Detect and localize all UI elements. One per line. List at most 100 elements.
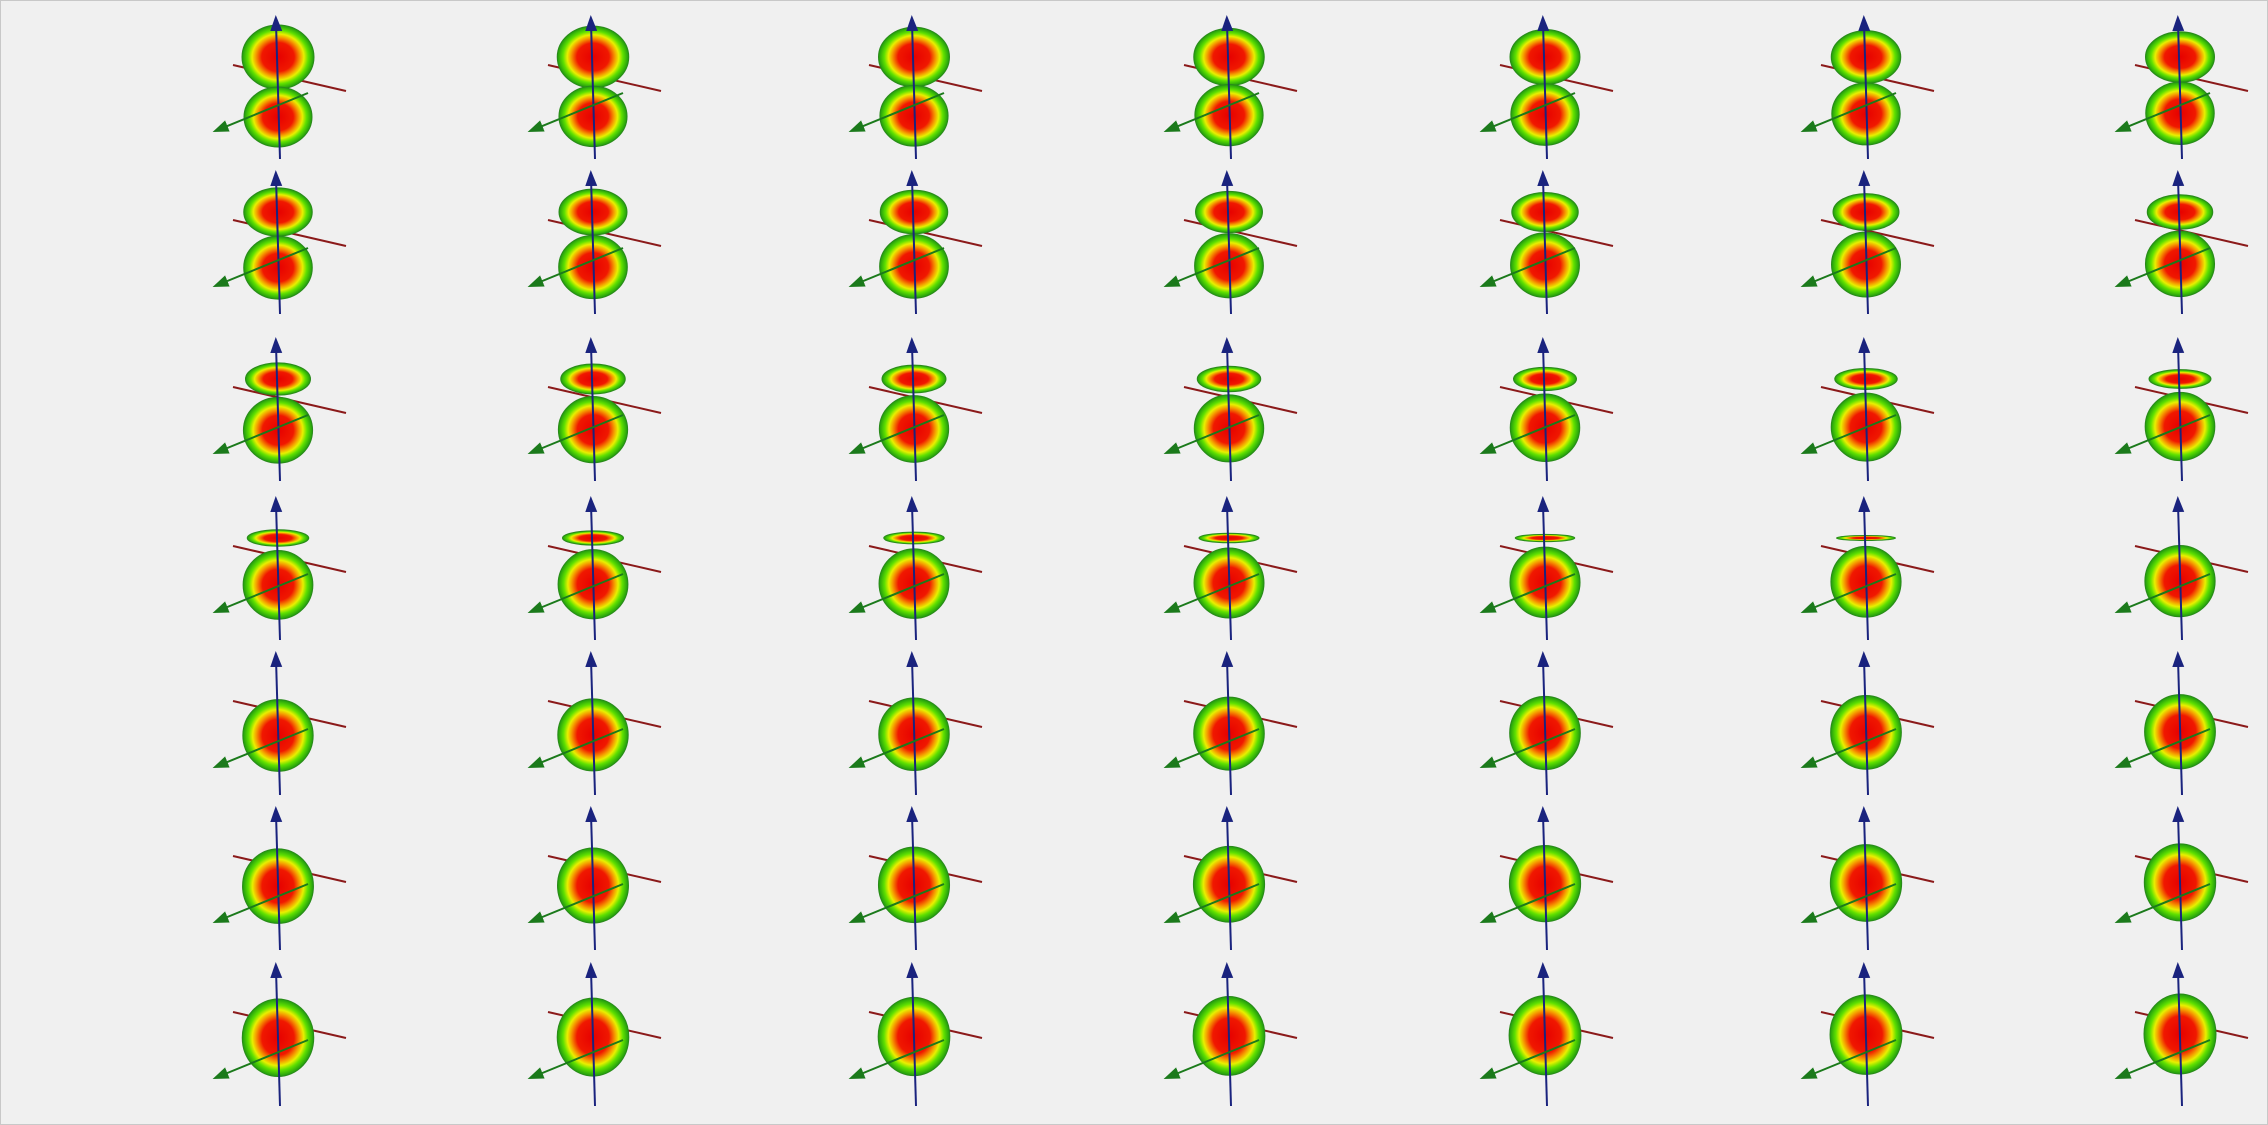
axis-blue: [585, 337, 598, 482]
axis-blue: [1537, 496, 1550, 641]
axis-blue: [1221, 806, 1234, 951]
axis-green: [1800, 573, 1897, 614]
axis-green: [848, 92, 945, 133]
axis-blue: [585, 170, 598, 315]
axis-blue: [1858, 806, 1871, 951]
axis-green: [2114, 92, 2211, 133]
axis-green: [1800, 92, 1897, 133]
axis-green: [848, 883, 945, 924]
antenna-pattern: [848, 962, 983, 1107]
axis-green: [2114, 247, 2211, 288]
antenna-pattern: [2114, 806, 2249, 951]
axis-green: [212, 247, 309, 288]
axis-red: [1820, 219, 1935, 247]
antenna-pattern: [527, 962, 662, 1107]
antenna-pattern: [1800, 496, 1935, 641]
axis-green: [1800, 728, 1897, 769]
axis-blue: [1221, 651, 1234, 796]
antenna-pattern: [212, 651, 347, 796]
antenna-pattern: [1163, 337, 1298, 482]
antenna-pattern: [2114, 496, 2249, 641]
antenna-pattern: [848, 170, 983, 315]
axis-green: [527, 728, 624, 769]
axis-blue: [906, 496, 919, 641]
axis-blue: [270, 962, 283, 1107]
axis-blue: [1537, 962, 1550, 1107]
axis-green: [212, 1039, 309, 1080]
axis-green: [527, 883, 624, 924]
axis-blue: [2172, 806, 2185, 951]
axis-blue: [1858, 496, 1871, 641]
axis-green: [1163, 883, 1260, 924]
antenna-pattern: [1479, 806, 1614, 951]
antenna-pattern: [527, 170, 662, 315]
antenna-pattern: [848, 806, 983, 951]
antenna-pattern: [1800, 962, 1935, 1107]
axis-green: [1479, 1039, 1576, 1080]
axis-green: [848, 1039, 945, 1080]
axis-blue: [1537, 337, 1550, 482]
axis-green: [1479, 414, 1576, 455]
antenna-pattern: [527, 337, 662, 482]
axis-green: [1479, 728, 1576, 769]
axis-blue: [585, 496, 598, 641]
axis-green: [212, 883, 309, 924]
antenna-pattern: [2114, 170, 2249, 315]
antenna-pattern: [1800, 170, 1935, 315]
axis-blue: [270, 806, 283, 951]
axis-green: [1163, 1039, 1260, 1080]
antenna-pattern: [1163, 806, 1298, 951]
axis-green: [527, 92, 624, 133]
axis-blue: [1858, 962, 1871, 1107]
axis-green: [527, 414, 624, 455]
axis-green: [848, 414, 945, 455]
axis-green: [2114, 883, 2211, 924]
axis-blue: [2172, 496, 2185, 641]
antenna-pattern: [1479, 15, 1614, 160]
axis-green: [2114, 414, 2211, 455]
axis-blue: [1537, 170, 1550, 315]
axis-green: [212, 92, 309, 133]
axis-blue: [270, 15, 283, 160]
axis-blue: [906, 337, 919, 482]
axis-blue: [1858, 651, 1871, 796]
antenna-pattern: [527, 496, 662, 641]
axis-green: [1163, 573, 1260, 614]
axis-blue: [585, 651, 598, 796]
antenna-pattern: [527, 15, 662, 160]
axis-green: [1479, 247, 1576, 288]
antenna-pattern: [212, 170, 347, 315]
axis-blue: [1221, 962, 1234, 1107]
axis-blue: [1537, 15, 1550, 160]
axis-green: [2114, 1039, 2211, 1080]
antenna-pattern: [1163, 962, 1298, 1107]
axis-blue: [585, 806, 598, 951]
axis-green: [1800, 414, 1897, 455]
axis-blue: [270, 651, 283, 796]
antenna-pattern: [1800, 15, 1935, 160]
antenna-pattern: [2114, 962, 2249, 1107]
axis-blue: [2172, 337, 2185, 482]
axis-blue: [1537, 651, 1550, 796]
antenna-pattern: [212, 962, 347, 1107]
axis-blue: [2172, 170, 2185, 315]
antenna-pattern: [2114, 15, 2249, 160]
antenna-pattern: [212, 806, 347, 951]
axis-blue: [1221, 337, 1234, 482]
axis-green: [1163, 414, 1260, 455]
axis-blue: [585, 15, 598, 160]
axis-green: [527, 247, 624, 288]
axis-green: [848, 247, 945, 288]
axis-green: [527, 573, 624, 614]
antenna-pattern: [1800, 337, 1935, 482]
axis-blue: [1858, 15, 1871, 160]
axis-blue: [2172, 15, 2185, 160]
axis-green: [1163, 247, 1260, 288]
axis-blue: [906, 15, 919, 160]
antenna-pattern: [848, 337, 983, 482]
axis-green: [1800, 883, 1897, 924]
axis-green: [1479, 883, 1576, 924]
axis-blue: [1221, 15, 1234, 160]
